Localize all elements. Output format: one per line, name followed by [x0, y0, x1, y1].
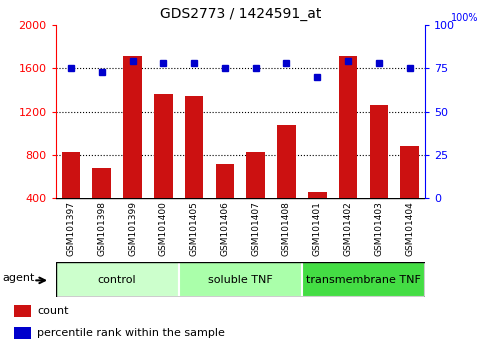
Text: GSM101404: GSM101404: [405, 201, 414, 256]
Bar: [369, 105, 388, 198]
Bar: [400, 146, 419, 198]
Bar: [215, 164, 234, 198]
Text: GSM101399: GSM101399: [128, 201, 137, 256]
Text: control: control: [98, 275, 136, 285]
Text: GSM101402: GSM101402: [343, 201, 353, 256]
Bar: [62, 152, 80, 198]
Text: GSM101397: GSM101397: [67, 201, 75, 256]
Text: GSM101401: GSM101401: [313, 201, 322, 256]
Title: GDS2773 / 1424591_at: GDS2773 / 1424591_at: [159, 7, 321, 21]
Text: soluble TNF: soluble TNF: [208, 275, 273, 285]
Bar: [246, 152, 265, 198]
Text: count: count: [38, 306, 69, 316]
Bar: [339, 56, 357, 198]
Text: percentile rank within the sample: percentile rank within the sample: [38, 328, 226, 338]
Text: GSM101405: GSM101405: [190, 201, 199, 256]
Text: GSM101403: GSM101403: [374, 201, 384, 256]
Bar: [14, 305, 30, 317]
Bar: [154, 94, 172, 198]
Text: GSM101406: GSM101406: [220, 201, 229, 256]
Bar: [14, 327, 30, 339]
Bar: [92, 168, 111, 198]
Bar: [308, 192, 327, 198]
Text: GSM101407: GSM101407: [251, 201, 260, 256]
Bar: [185, 96, 203, 198]
Text: transmembrane TNF: transmembrane TNF: [306, 275, 421, 285]
Bar: [123, 56, 142, 198]
Bar: [302, 262, 425, 297]
Text: GSM101408: GSM101408: [282, 201, 291, 256]
Text: GSM101398: GSM101398: [97, 201, 106, 256]
Text: agent: agent: [3, 273, 35, 283]
Bar: [179, 262, 302, 297]
Bar: [277, 125, 296, 198]
Text: 100%: 100%: [451, 13, 478, 23]
Text: GSM101400: GSM101400: [159, 201, 168, 256]
Bar: [56, 262, 179, 297]
